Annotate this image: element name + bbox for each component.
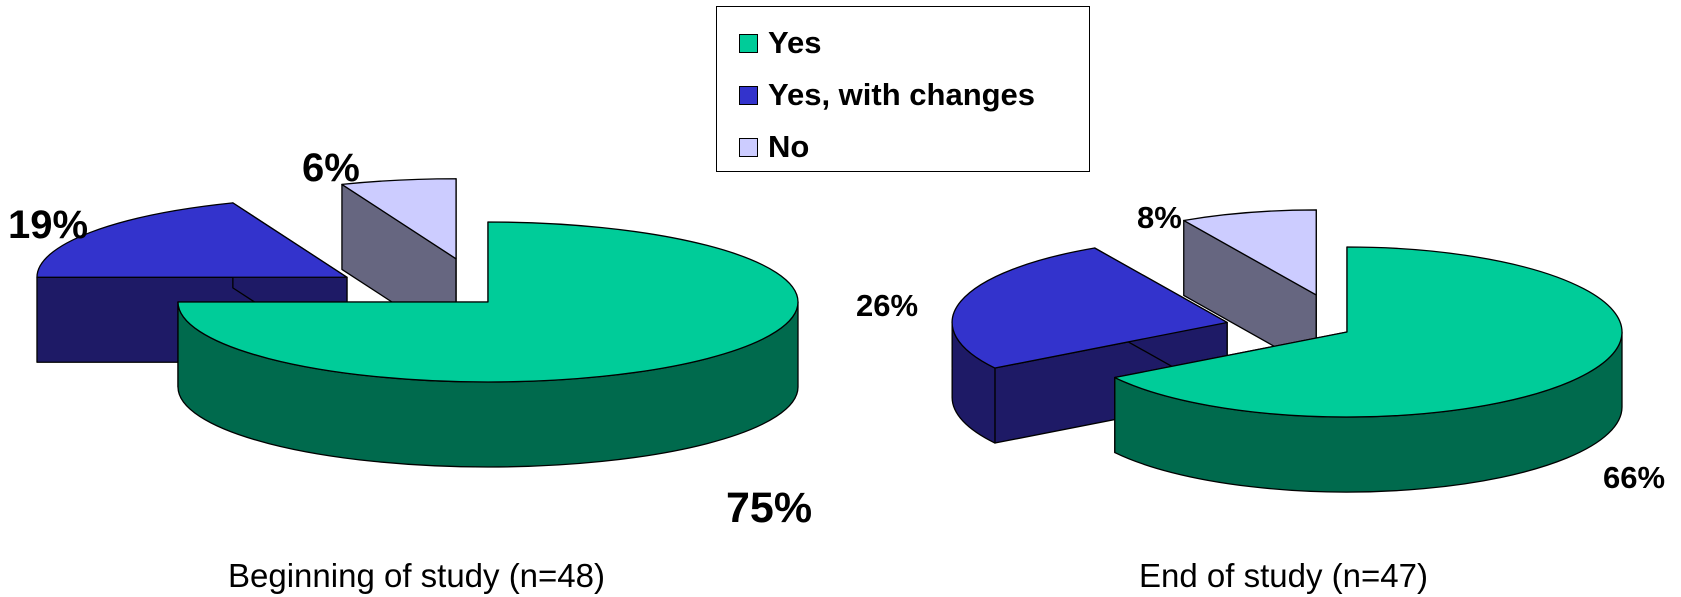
legend-swatch-yes-with-changes <box>739 85 758 105</box>
chart-title-end: End of study (n=47) <box>1139 557 1428 594</box>
pie-right-slice-yes <box>1114 246 1623 493</box>
data-label-right-yes-with-changes: 26% <box>856 288 919 323</box>
chart-legend: Yes Yes, with changes No <box>716 6 1090 172</box>
legend-item-no: No <box>739 127 809 167</box>
data-label-left-yes-with-changes: 19% <box>8 203 89 247</box>
data-label-left-no: 6% <box>302 146 360 190</box>
data-label-right-no: 8% <box>1137 200 1182 235</box>
legend-item-yes-with-changes: Yes, with changes <box>739 75 1035 115</box>
data-label-left-yes: 75% <box>726 484 813 532</box>
pie-chart-end <box>951 209 1623 493</box>
pie-right-slice-yes-with-changes <box>951 247 1228 444</box>
legend-item-yes: Yes <box>739 23 821 63</box>
legend-swatch-no <box>739 137 758 157</box>
pie-left-slice-no-top <box>341 178 457 260</box>
pie-right-slice-no <box>1183 209 1317 371</box>
pie-right-slice-yes-top <box>1114 246 1623 418</box>
data-label-right-yes: 66% <box>1603 460 1666 495</box>
pie-left-slice-yes-with-changes-top <box>36 202 348 278</box>
legend-label-no: No <box>768 129 810 164</box>
pie-right-slice-no-top <box>1183 209 1317 296</box>
pie-right-slice-yes-with-changes-top <box>951 247 1228 369</box>
pie-chart-beginning <box>36 178 799 468</box>
pie-left-slice-yes-top <box>177 221 799 383</box>
pie-left-slice-yes <box>177 221 799 468</box>
legend-label-yes: Yes <box>768 25 822 60</box>
legend-label-yes-with-changes: Yes, with changes <box>768 77 1036 112</box>
chart-title-beginning: Beginning of study (n=48) <box>228 557 606 594</box>
legend-swatch-yes <box>739 33 758 53</box>
